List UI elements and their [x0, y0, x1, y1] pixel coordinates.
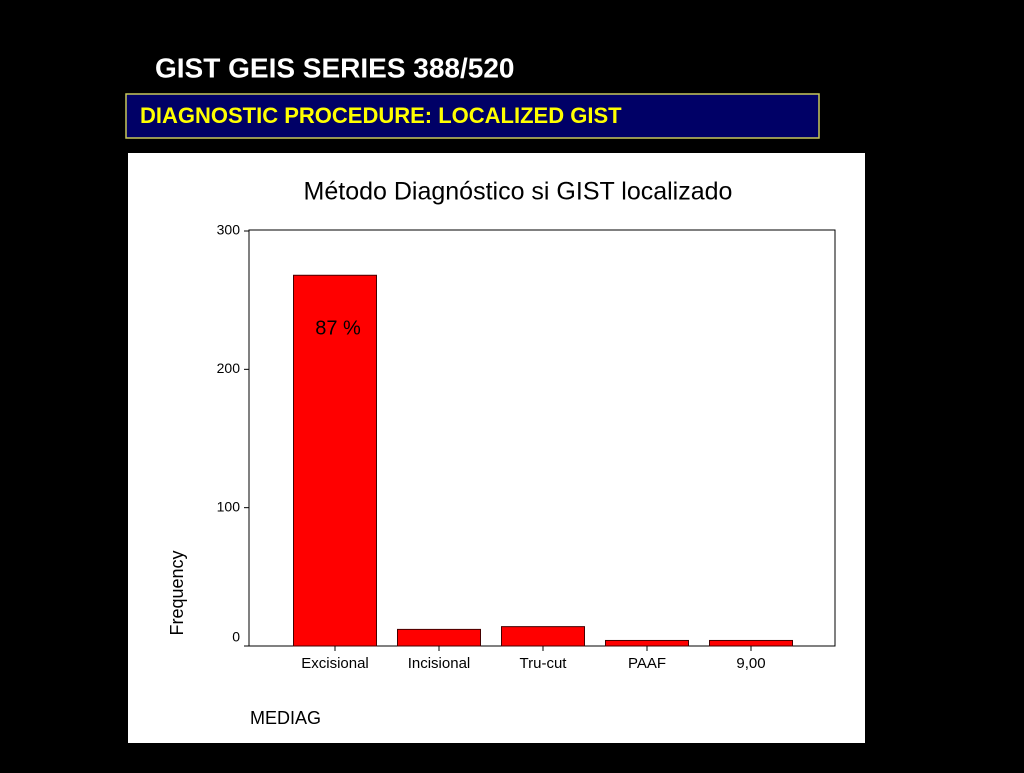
x-tick-label: Excisional	[301, 655, 369, 672]
x-tick-label: 9,00	[736, 655, 765, 672]
x-axis-label: MEDIAG	[250, 708, 321, 728]
chart-title: Método Diagnóstico si GIST localizado	[304, 178, 733, 206]
y-tick-label: 200	[217, 360, 241, 376]
x-tick-label: PAAF	[628, 655, 666, 672]
bar	[605, 639, 689, 647]
y-axis-label: Frequency	[167, 550, 187, 635]
y-tick-label: 0	[232, 629, 240, 645]
bar	[397, 628, 481, 647]
slide-subtitle: DIAGNOSTIC PROCEDURE: LOCALIZED GIST	[140, 103, 622, 128]
slide-title: GIST GEIS SERIES 388/520	[155, 52, 515, 83]
x-tick-label: Incisional	[408, 655, 471, 672]
y-tick-label: 100	[217, 498, 241, 514]
annotation: 87 %	[315, 317, 361, 339]
subtitle-box	[125, 93, 820, 139]
x-tick-label: Tru-cut	[520, 655, 568, 672]
y-tick-label: 300	[217, 222, 241, 238]
bar	[501, 626, 585, 647]
bar	[293, 274, 377, 647]
bar	[709, 639, 793, 647]
